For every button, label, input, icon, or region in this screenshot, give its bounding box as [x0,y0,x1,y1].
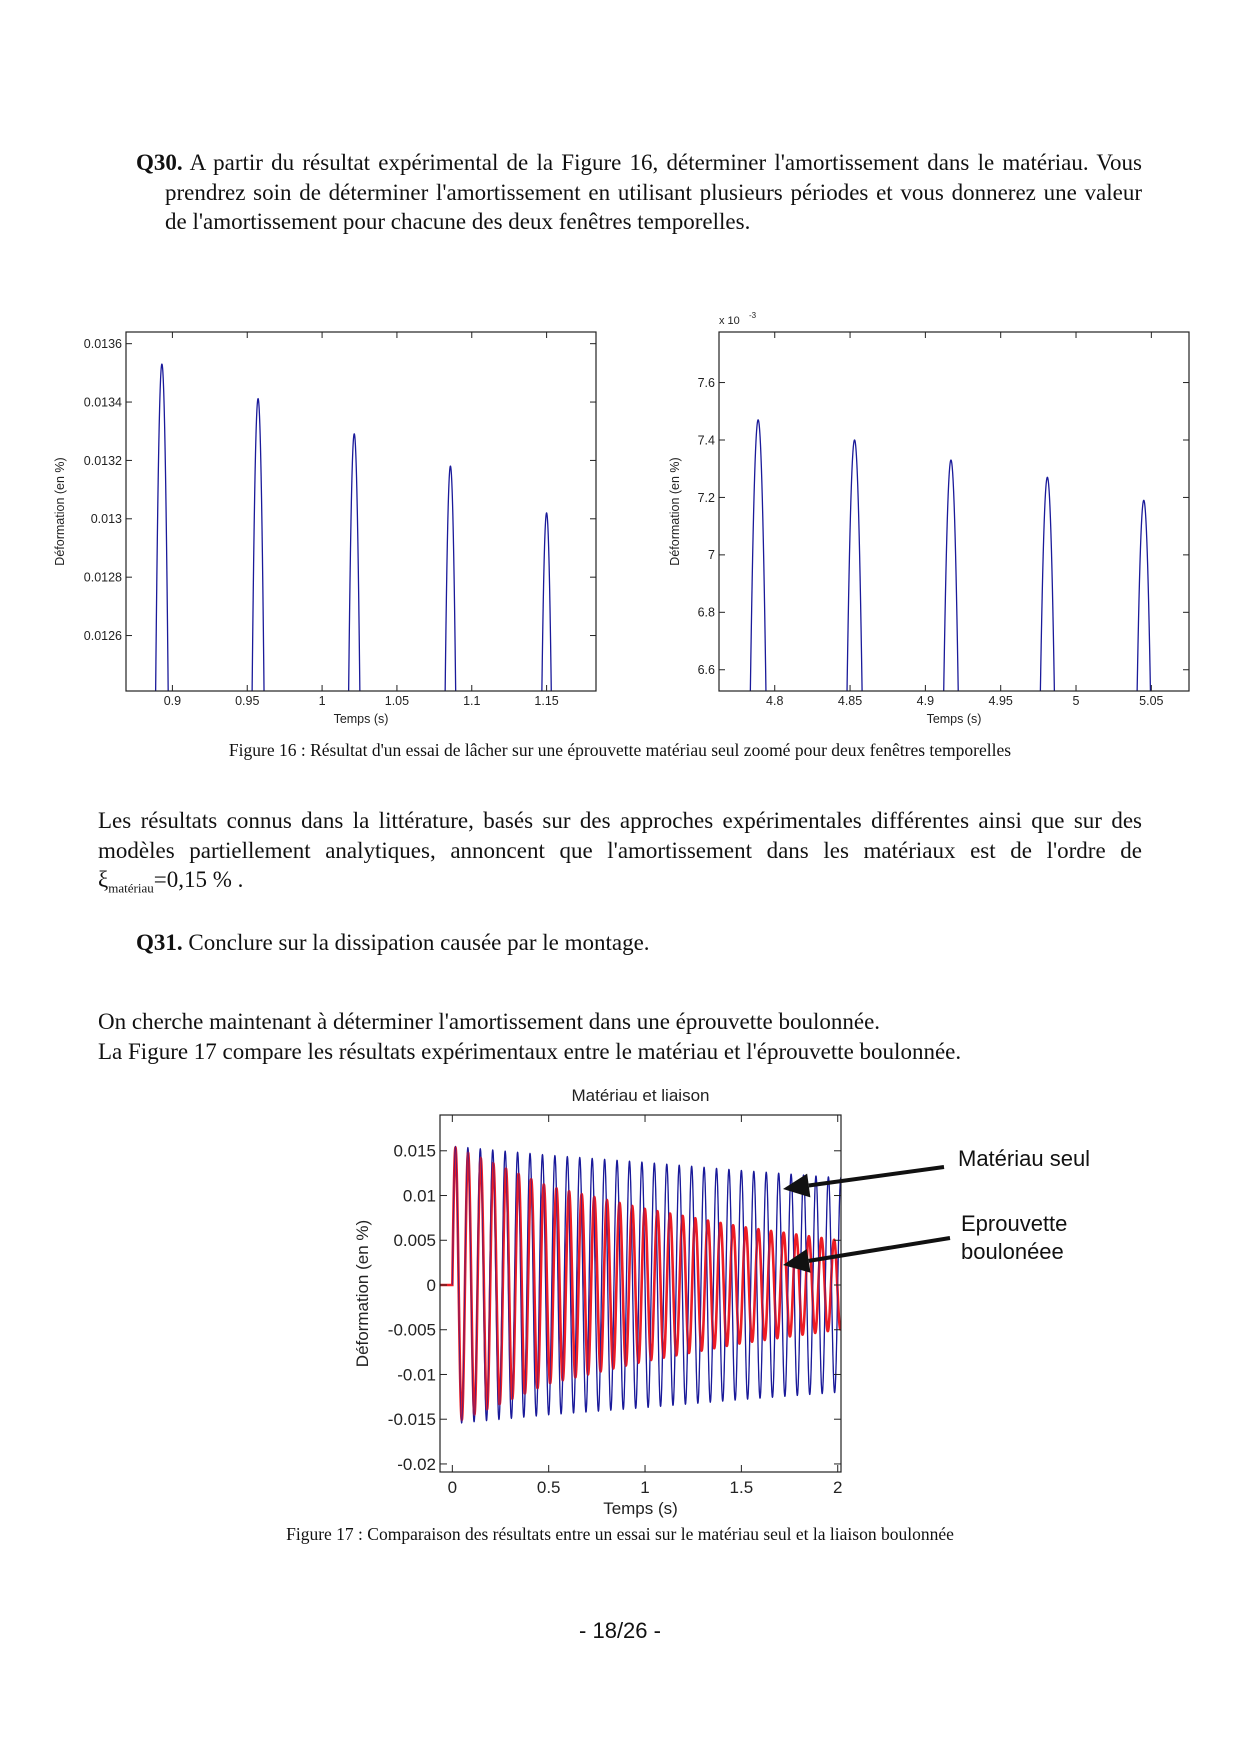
y-tick-label: 7.6 [698,376,715,390]
damping-value: =0,15 % [153,867,232,892]
y-tick-label: 0.0136 [84,337,122,351]
x-axis-label: Temps (s) [334,712,389,726]
x-tick-label: 0.95 [235,694,259,708]
y-tick-label: -0.005 [388,1321,436,1340]
x-tick-label: 4.8 [766,694,783,708]
x-tick-label: 0.5 [537,1478,561,1497]
y-tick-label: -0.02 [397,1455,436,1474]
chart-title: Matériau et liaison [572,1086,710,1105]
x-tick-label: 5 [1073,694,1080,708]
y-multiplier-exponent: -3 [749,311,757,320]
y-tick-label: 6.8 [698,606,715,620]
annotation-label-material: Matériau seul [958,1146,1090,1171]
x-tick-label: 4.85 [838,694,862,708]
x-tick-label: 1.15 [534,694,558,708]
x-tick-label: 1.05 [385,694,409,708]
series-line-0 [749,419,1152,691]
y-tick-label: 0.0126 [84,629,122,643]
y-tick-label: 0.013 [91,512,122,526]
y-tick-label: 0.0128 [84,571,122,585]
arrow-icon [808,1165,945,1188]
y-tick-label: -0.015 [388,1410,436,1429]
plot-frame [718,331,1190,692]
y-tick-label: 0.0132 [84,454,122,468]
y-tick-label: 6.6 [698,663,715,677]
question-label: Q30. [136,150,183,175]
question-label: Q31. [136,930,183,955]
y-tick-label: 0.01 [403,1186,436,1205]
arrow-icon [808,1236,951,1263]
figure-17-caption: Figure 17 : Comparaison des résultats en… [286,1524,954,1544]
arrow-head-icon [783,1173,811,1198]
y-tick-label: 0.0134 [84,395,122,409]
question-31: Q31. Conclure sur la dissipation causée … [136,928,1142,958]
y-axis-label: Déformation (en %) [53,457,67,565]
y-tick-label: 7.2 [698,491,715,505]
literature-paragraph: Les résultats connus dans la littérature… [98,806,1142,903]
paragraph-end: . [231,867,244,892]
y-tick-label: 0.015 [393,1142,436,1161]
plot-frame [439,1114,842,1473]
y-axis-label: Déformation (en %) [668,457,682,565]
y-multiplier: x 10 [719,315,740,327]
y-tick-label: 0.005 [393,1231,436,1250]
annotation-label-bolted: Eprouvette [961,1211,1067,1236]
arrow-head-icon [783,1249,811,1273]
xi-symbol: ξ [98,867,109,892]
y-tick-label: 7 [708,548,715,562]
y-tick-label: -0.01 [397,1365,436,1384]
x-axis-label: Temps (s) [603,1499,678,1518]
question-text: A partir du résultat expérimental de la … [165,150,1142,234]
x-tick-label: 4.9 [917,694,934,708]
plot-frame [125,331,597,692]
question-text: Conclure sur la dissipation causée par l… [182,930,650,955]
x-tick-label: 2 [833,1478,842,1497]
x-tick-label: 5.05 [1139,694,1163,708]
x-tick-label: 1.5 [730,1478,754,1497]
y-tick-label: 7.4 [698,433,715,447]
intro-paragraph: On cherche maintenant à déterminer l'amo… [98,1007,1198,1066]
x-tick-label: 0 [448,1478,457,1497]
y-axis-label: Déformation (en %) [353,1220,372,1367]
figure-16-caption: Figure 16 : Résultat d'un essai de lâche… [228,740,1012,760]
series-line-0 [154,363,552,691]
question-30: Q30. A partir du résultat expérimental d… [136,148,1142,237]
intro-line: La Figure 17 compare les résultats expér… [98,1038,962,1064]
x-axis-label: Temps (s) [927,712,982,726]
x-tick-label: 0.9 [164,694,181,708]
x-tick-label: 1.1 [463,694,480,708]
xi-subscript: matériau [108,880,154,896]
x-tick-label: 1 [640,1478,649,1497]
x-tick-label: 1 [319,694,326,708]
x-tick-label: 4.95 [989,694,1013,708]
annotation-label-bolted-2: boulonéee [961,1239,1064,1264]
paragraph-text: Les résultats connus dans la littérature… [98,808,1142,863]
page-number: - 18/26 - [579,1618,661,1643]
series-line-overlay [451,1145,841,1424]
intro-line: On cherche maintenant à déterminer l'amo… [98,1009,881,1034]
y-tick-label: 0 [427,1276,436,1295]
